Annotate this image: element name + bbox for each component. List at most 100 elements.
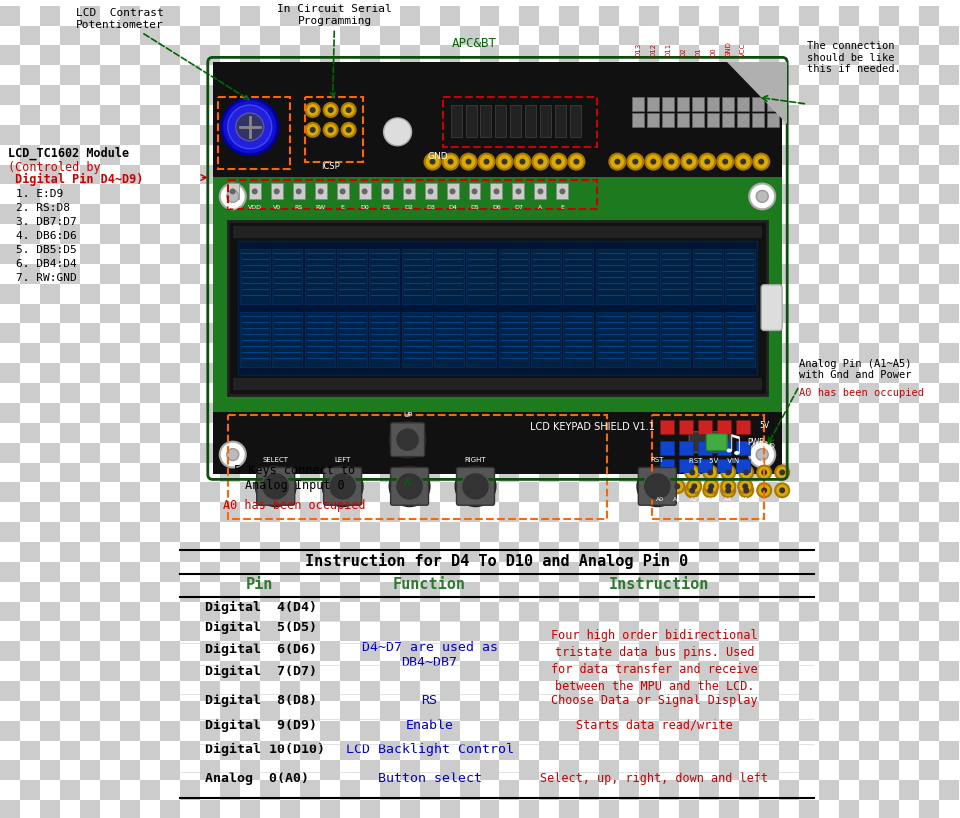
Bar <box>499 641 519 661</box>
Bar <box>399 303 420 323</box>
Bar <box>399 125 420 145</box>
Bar <box>580 542 599 562</box>
Bar <box>40 284 60 303</box>
Bar <box>879 740 900 761</box>
Bar <box>919 582 939 601</box>
Bar <box>320 622 340 641</box>
Bar <box>799 244 819 264</box>
Bar <box>120 641 140 661</box>
Bar <box>120 681 140 701</box>
Bar <box>580 363 599 383</box>
Text: A5: A5 <box>741 497 750 502</box>
Bar <box>399 65 420 85</box>
Bar <box>340 303 360 323</box>
Bar <box>900 65 919 85</box>
Bar <box>619 800 639 818</box>
Bar <box>20 800 40 818</box>
Bar <box>540 344 560 363</box>
Bar <box>879 443 900 462</box>
Bar <box>279 344 300 363</box>
Bar <box>279 303 300 323</box>
Bar <box>759 502 780 522</box>
Bar <box>540 284 560 303</box>
Bar <box>819 542 839 562</box>
Bar <box>0 701 20 721</box>
Bar <box>699 85 719 105</box>
Bar <box>540 443 560 462</box>
Bar <box>660 420 674 434</box>
Bar <box>780 582 799 601</box>
Bar <box>320 185 340 204</box>
Bar <box>819 65 839 85</box>
Bar <box>639 344 660 363</box>
Bar <box>699 622 719 641</box>
Bar <box>60 85 80 105</box>
Bar <box>819 383 839 403</box>
Circle shape <box>484 159 490 164</box>
Bar <box>100 622 120 641</box>
Bar <box>879 85 900 105</box>
Bar <box>340 462 360 483</box>
Circle shape <box>749 442 775 467</box>
Circle shape <box>756 448 768 461</box>
Bar <box>300 85 320 105</box>
Bar <box>360 344 379 363</box>
Bar <box>440 125 460 145</box>
Bar <box>120 502 140 522</box>
Bar <box>499 303 519 323</box>
Bar <box>399 264 420 284</box>
Bar <box>599 344 619 363</box>
Bar <box>300 582 320 601</box>
Bar <box>719 363 739 383</box>
Text: Digital  4(D4): Digital 4(D4) <box>204 601 317 614</box>
Bar <box>0 204 20 224</box>
Circle shape <box>717 154 733 169</box>
Bar <box>639 85 660 105</box>
Bar <box>599 264 619 284</box>
FancyBboxPatch shape <box>638 467 676 506</box>
Bar <box>60 46 80 65</box>
Bar <box>799 284 819 303</box>
Bar <box>120 800 140 818</box>
Bar <box>580 462 599 483</box>
Bar <box>680 6 699 25</box>
Bar <box>300 323 320 344</box>
Bar <box>599 661 619 681</box>
Bar <box>60 264 80 284</box>
Bar <box>739 105 759 125</box>
Bar <box>939 522 959 542</box>
Bar <box>819 46 839 65</box>
Bar <box>360 761 379 780</box>
Bar <box>399 46 420 65</box>
Bar <box>839 185 859 204</box>
Bar <box>460 423 479 443</box>
Bar <box>100 502 120 522</box>
Bar <box>300 125 320 145</box>
Bar <box>680 800 699 818</box>
FancyBboxPatch shape <box>391 467 428 506</box>
Bar <box>238 241 757 375</box>
Text: RIGHT: RIGHT <box>465 456 487 462</box>
Bar <box>379 562 399 582</box>
Bar <box>440 145 460 164</box>
Bar <box>20 423 40 443</box>
Bar <box>399 363 420 383</box>
Bar <box>100 542 120 562</box>
Bar <box>739 761 759 780</box>
Bar <box>540 204 560 224</box>
Bar <box>639 443 660 462</box>
Bar <box>519 661 540 681</box>
Bar <box>859 522 879 542</box>
Bar <box>220 383 240 403</box>
Bar <box>220 641 240 661</box>
Bar <box>340 780 360 800</box>
Bar <box>879 780 900 800</box>
Circle shape <box>721 479 735 493</box>
Bar <box>839 323 859 344</box>
Bar <box>719 681 739 701</box>
Bar <box>799 383 819 403</box>
Bar <box>100 661 120 681</box>
Bar <box>780 383 799 403</box>
Bar <box>513 183 524 200</box>
Bar <box>599 244 619 264</box>
